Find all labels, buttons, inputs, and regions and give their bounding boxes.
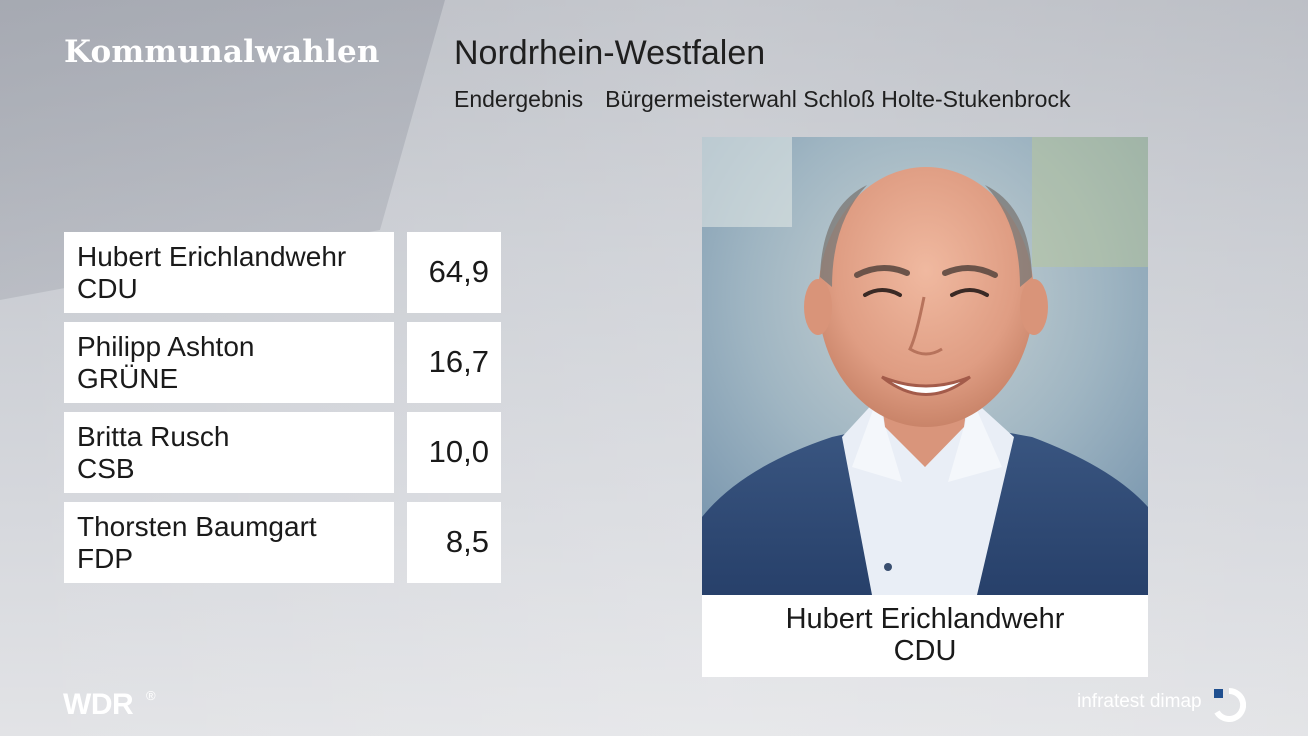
winner-party: CDU: [893, 635, 957, 667]
value-box: 64,9: [407, 232, 501, 313]
registered-mark: ®: [146, 688, 156, 703]
candidate-box: Thorsten Baumgart FDP: [64, 502, 394, 583]
value-box: 10,0: [407, 412, 501, 493]
candidate-party: CDU: [77, 273, 138, 304]
value-box: 16,7: [407, 322, 501, 403]
vote-share: 10,0: [428, 434, 489, 469]
candidate-party: FDP: [77, 543, 133, 574]
region-title: Nordrhein-Westfalen: [454, 34, 766, 72]
brand-title: Kommunalwahlen: [64, 34, 380, 70]
winner-card: Hubert Erichlandwehr CDU: [702, 137, 1148, 677]
value-box: 8,5: [407, 502, 501, 583]
candidate-name: Thorsten Baumgart: [77, 511, 317, 542]
subtitle: Endergebnis Bürgermeisterwahl Schloß Holt…: [454, 86, 1070, 113]
candidate-name: Britta Rusch: [77, 421, 230, 452]
candidate-box: Hubert Erichlandwehr CDU: [64, 232, 394, 313]
vote-share: 16,7: [428, 344, 489, 379]
vote-share: 64,9: [428, 254, 489, 289]
wdr-logo: WDR: [63, 688, 134, 721]
candidate-party: CSB: [77, 453, 135, 484]
infratest-dimap-icon: [1214, 688, 1246, 722]
election-name: Bürgermeisterwahl Schloß Holte-Stukenbro…: [605, 86, 1071, 112]
vote-share: 8,5: [445, 524, 489, 559]
candidate-party: GRÜNE: [77, 363, 179, 394]
candidate-name: Hubert Erichlandwehr: [77, 241, 347, 272]
winner-name: Hubert Erichlandwehr: [785, 603, 1065, 635]
portrait-illustration: [702, 137, 1148, 595]
candidate-box: Britta Rusch CSB: [64, 412, 394, 493]
candidate-box: Philipp Ashton GRÜNE: [64, 322, 394, 403]
result-status: Endergebnis: [454, 86, 584, 112]
pollster-logo-text: infratest dimap: [1077, 691, 1202, 712]
candidate-photo: [702, 137, 1148, 595]
candidate-name: Philipp Ashton: [77, 331, 255, 362]
